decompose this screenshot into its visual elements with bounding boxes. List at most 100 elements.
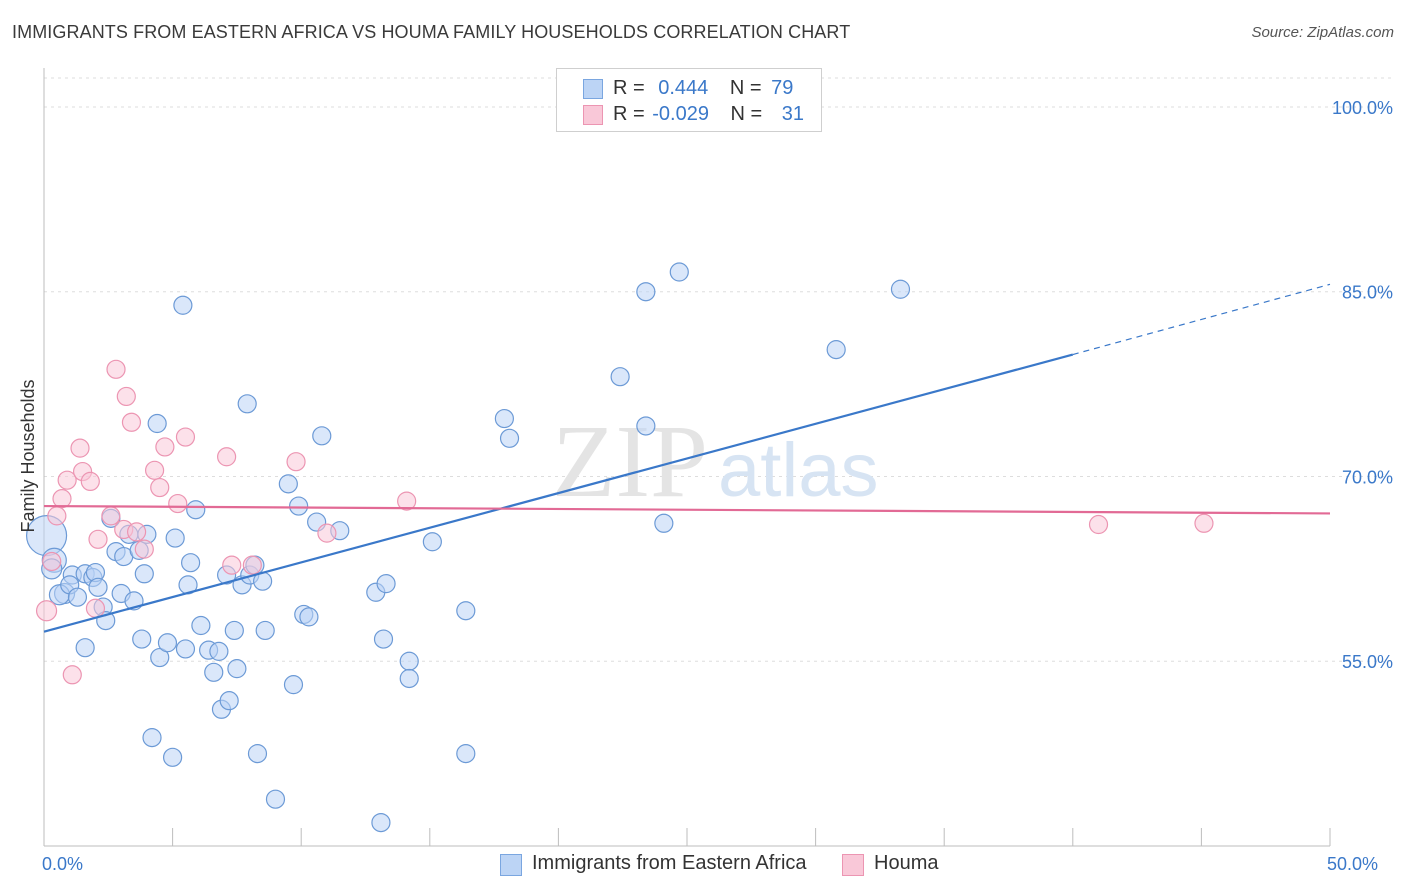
legend-stats-eastern-africa: R = 0.444 N = 79 <box>613 77 793 100</box>
x-tick-label: 0.0% <box>42 854 83 874</box>
point-eastern-africa <box>219 691 239 711</box>
point-houma <box>242 555 262 575</box>
chart-title: IMMIGRANTS FROM EASTERN AFRICA VS HOUMA … <box>12 22 851 42</box>
point-eastern-africa <box>265 789 286 809</box>
point-eastern-africa <box>283 675 304 695</box>
point-eastern-africa <box>181 553 201 573</box>
source-label: Source: ZipAtlas.com <box>1251 24 1394 41</box>
legend-swatch-houma <box>583 105 603 125</box>
point-houma <box>397 491 417 511</box>
trend-line-houma <box>43 504 1331 515</box>
point-eastern-africa <box>134 564 154 584</box>
watermark-atlas: atlas <box>718 428 879 513</box>
point-eastern-africa <box>636 416 656 436</box>
y-axis-label: Family Households <box>18 379 38 532</box>
correlation-legend: R = 0.444 N = 79 R = -0.029 N = 31 <box>556 68 822 132</box>
legend-swatch-eastern-africa <box>583 79 603 99</box>
point-houma <box>85 598 106 618</box>
point-eastern-africa <box>654 513 674 533</box>
point-houma <box>52 489 72 509</box>
legend-row-houma: R = -0.029 N = 31 <box>557 101 821 127</box>
legend-item-houma[interactable]: Houma <box>842 852 939 876</box>
point-houma <box>101 506 121 526</box>
point-houma <box>175 427 196 447</box>
point-eastern-africa <box>636 282 656 302</box>
point-eastern-africa <box>209 641 229 661</box>
n-label: N = <box>730 103 763 125</box>
point-eastern-africa <box>163 747 183 767</box>
point-eastern-africa <box>186 500 206 520</box>
point-eastern-africa <box>826 340 846 360</box>
point-eastern-africa <box>175 639 196 659</box>
point-houma <box>47 506 67 526</box>
point-eastern-africa <box>669 262 689 282</box>
point-houma <box>35 600 58 622</box>
point-eastern-africa <box>312 426 332 446</box>
point-eastern-africa <box>173 295 193 315</box>
point-houma <box>222 555 242 575</box>
point-houma <box>70 438 90 458</box>
point-eastern-africa <box>67 587 88 607</box>
point-eastern-africa <box>132 629 152 649</box>
point-eastern-africa <box>289 496 309 516</box>
legend-swatch-eastern-africa <box>500 854 522 876</box>
legend-item-eastern-africa[interactable]: Immigrants from Eastern Africa <box>500 852 807 876</box>
y-tick-label: 55.0% <box>1342 652 1393 672</box>
point-eastern-africa <box>890 279 911 299</box>
legend-swatch-houma <box>842 854 864 876</box>
point-houma <box>42 551 62 572</box>
point-houma <box>217 447 237 467</box>
point-eastern-africa <box>456 601 476 621</box>
point-eastern-africa <box>227 659 247 679</box>
point-eastern-africa <box>75 638 95 658</box>
n-value: 31 <box>781 103 805 125</box>
point-eastern-africa <box>142 728 162 748</box>
point-eastern-africa <box>191 615 211 636</box>
y-tick-label: 70.0% <box>1342 467 1393 487</box>
point-houma <box>80 471 100 492</box>
point-eastern-africa <box>165 528 185 548</box>
point-houma <box>121 412 142 432</box>
point-houma <box>1194 513 1214 533</box>
r-value: 0.444 <box>658 77 709 99</box>
point-houma <box>317 523 337 543</box>
point-houma <box>57 470 77 490</box>
point-eastern-africa <box>224 620 244 641</box>
point-houma <box>150 477 170 498</box>
point-eastern-africa <box>299 607 319 627</box>
point-eastern-africa <box>147 413 167 434</box>
legend-row-eastern-africa: R = 0.444 N = 79 <box>557 75 821 101</box>
point-eastern-africa <box>204 662 224 682</box>
trend-line-eastern-africa-extension <box>1072 283 1331 356</box>
point-eastern-africa <box>494 408 514 429</box>
point-eastern-africa <box>278 474 298 494</box>
point-houma <box>168 493 188 514</box>
legend-label-houma: Houma <box>874 852 939 874</box>
point-eastern-africa <box>610 367 630 387</box>
point-houma <box>134 539 154 559</box>
point-houma <box>126 522 147 542</box>
r-label: R = <box>613 77 645 99</box>
point-eastern-africa <box>157 633 178 653</box>
legend-label-eastern-africa: Immigrants from Eastern Africa <box>532 852 807 874</box>
point-houma <box>106 359 126 379</box>
point-houma <box>1088 514 1109 535</box>
point-eastern-africa <box>371 812 391 833</box>
point-houma <box>88 529 108 549</box>
y-tick-label: 100.0% <box>1332 98 1393 118</box>
r-value: -0.029 <box>652 103 709 125</box>
point-houma <box>62 665 82 685</box>
legend-stats-houma: R = -0.029 N = 31 <box>613 103 804 126</box>
n-label: N = <box>729 77 762 99</box>
point-houma <box>286 452 306 472</box>
watermark-zip: ZIP <box>552 404 708 519</box>
point-eastern-africa <box>255 620 275 641</box>
point-eastern-africa <box>399 668 419 689</box>
point-eastern-africa <box>237 394 257 414</box>
point-eastern-africa <box>422 532 442 552</box>
n-value: 79 <box>771 77 794 99</box>
point-eastern-africa <box>399 651 419 671</box>
point-houma <box>144 460 165 480</box>
point-eastern-africa <box>247 744 268 764</box>
point-eastern-africa <box>88 577 108 597</box>
